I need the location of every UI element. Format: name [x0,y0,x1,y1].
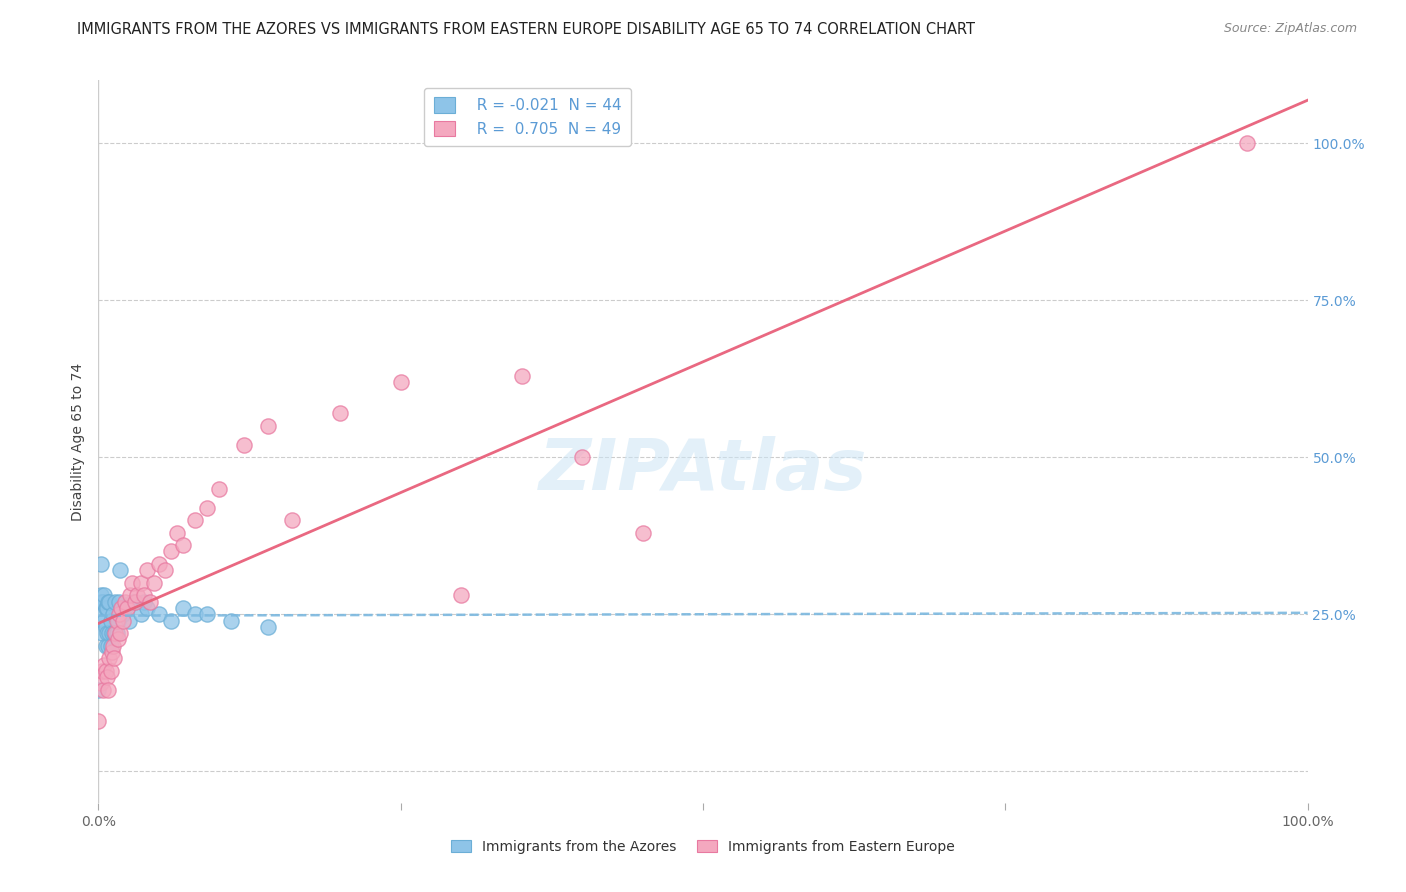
Point [97,639,120,653]
Point [98,626,121,640]
Point [94,620,117,634]
Point [105,626,128,640]
Point [94,639,117,653]
Point [510,368,533,383]
Point [118,614,141,628]
Point [108,595,131,609]
Point [329,406,352,420]
Point [93,589,115,603]
Text: ZIPAtlas: ZIPAtlas [538,436,868,505]
Point [111,614,134,628]
Point [114,601,136,615]
Point [160,544,183,558]
Point [100,626,122,640]
Point [232,438,254,452]
Point [134,595,156,609]
Point [124,595,146,609]
Point [108,563,131,577]
Point [184,607,207,622]
Point [114,595,136,609]
Point [172,538,194,552]
Y-axis label: Disability Age 65 to 74: Disability Age 65 to 74 [72,362,86,521]
Point [100,639,122,653]
Point [195,607,218,622]
Point [107,614,129,628]
Point [90,589,112,603]
Point [111,607,134,622]
Point [91,626,114,640]
Point [1236,136,1258,150]
Point [107,632,129,647]
Point [87,682,110,697]
Point [148,557,170,571]
Point [98,595,121,609]
Point [93,614,115,628]
Point [571,450,593,465]
Point [117,601,139,615]
Text: IMMIGRANTS FROM THE AZORES VS IMMIGRANTS FROM EASTERN EUROPE DISABILITY AGE 65 T: IMMIGRANTS FROM THE AZORES VS IMMIGRANTS… [77,22,976,37]
Point [108,626,131,640]
Point [208,482,231,496]
Point [124,595,146,609]
Point [121,575,143,590]
Point [97,595,120,609]
Point [108,607,131,622]
Point [103,626,125,640]
Point [256,418,278,433]
Point [104,595,127,609]
Point [93,657,115,672]
Point [91,682,114,697]
Point [450,589,472,603]
Point [91,607,114,622]
Point [195,500,218,515]
Point [389,375,412,389]
Point [166,525,188,540]
Point [110,601,132,615]
Point [143,575,166,590]
Point [256,620,278,634]
Point [129,575,152,590]
Point [90,557,112,571]
Point [100,614,122,628]
Point [96,670,118,684]
Point [172,601,194,615]
Point [135,563,157,577]
Point [184,513,207,527]
Point [281,513,304,527]
Point [631,525,654,540]
Point [101,639,124,653]
Point [134,589,156,603]
Point [101,607,124,622]
Point [129,607,152,622]
Point [148,607,170,622]
Point [153,563,176,577]
Point [160,614,183,628]
Point [96,601,118,615]
Point [121,595,143,609]
Legend: Immigrants from the Azores, Immigrants from Eastern Europe: Immigrants from the Azores, Immigrants f… [444,833,962,861]
Point [100,664,122,678]
Point [103,651,125,665]
Point [139,595,162,609]
Point [91,595,114,609]
Point [91,595,114,609]
Point [91,664,114,678]
Point [127,589,149,603]
Point [94,601,117,615]
Text: Source: ZipAtlas.com: Source: ZipAtlas.com [1223,22,1357,36]
Point [118,589,141,603]
Point [104,626,127,640]
Point [100,645,122,659]
Point [87,714,110,728]
Point [90,676,112,690]
Point [105,614,128,628]
Point [221,614,243,628]
Point [135,601,157,615]
Point [94,664,117,678]
Point [96,626,118,640]
Point [89,595,111,609]
Point [97,682,120,697]
Point [98,651,121,665]
